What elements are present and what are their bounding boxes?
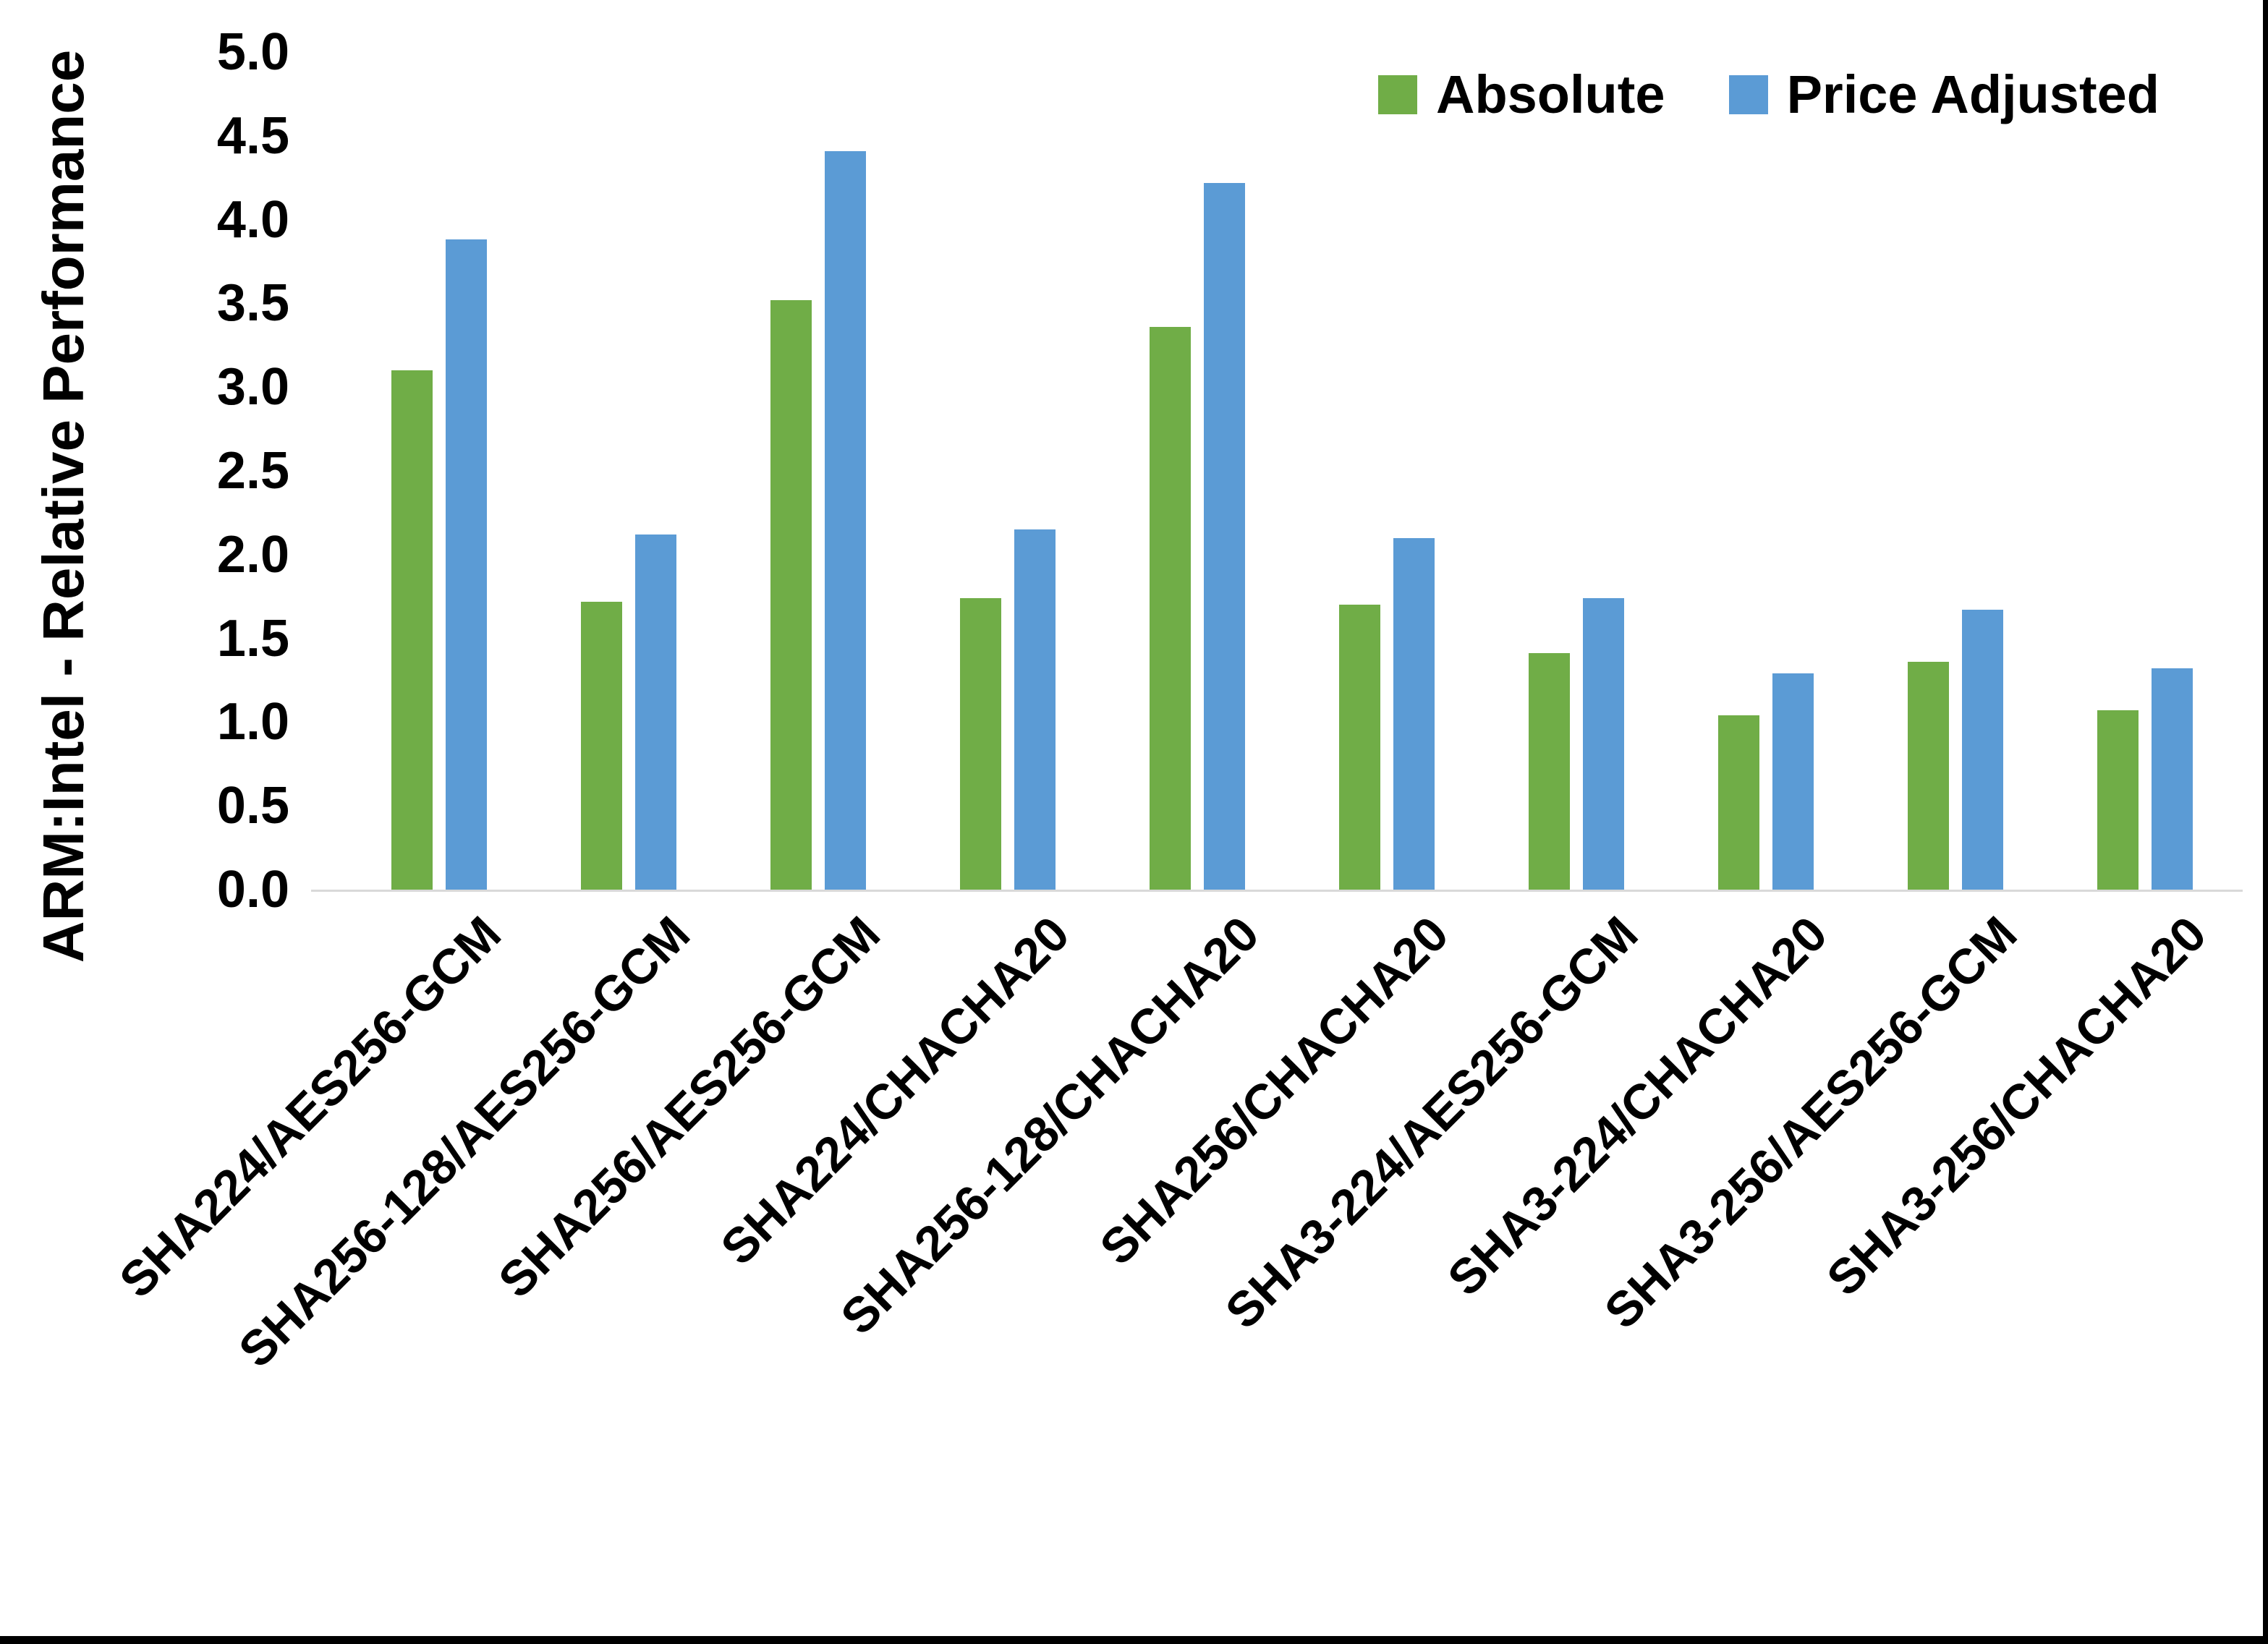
bar-group-SHA256-128/AES256-GCM: [534, 52, 723, 890]
x-label-SHA256/AES256-GCM: SHA256/AES256-GCM: [488, 906, 891, 1308]
bar-price-adjusted-SHA3-256/CHACHA20: [2152, 668, 2193, 890]
y-tick-label-4.0: 4.0: [216, 190, 289, 249]
y-tick-label-3.5: 3.5: [216, 274, 289, 333]
x-axis-line: [311, 890, 2243, 892]
y-tick-label-2.0: 2.0: [216, 525, 289, 584]
bar-absolute-SHA3-256/CHACHA20: [2097, 710, 2139, 890]
legend-label-price-adjusted: Price Adjusted: [1786, 64, 2159, 124]
x-label-SHA256/CHACHA20: SHA256/CHACHA20: [1089, 906, 1459, 1276]
bar-price-adjusted-SHA256/AES256-GCM: [825, 151, 866, 890]
bar-group-SHA3-256/CHACHA20: [2050, 52, 2240, 890]
y-tick-label-0.5: 0.5: [216, 777, 289, 835]
bar-group-SHA3-224/CHACHA20: [1671, 52, 1861, 890]
bar-absolute-SHA3-224/CHACHA20: [1718, 715, 1759, 890]
y-tick-label-1.0: 1.0: [216, 693, 289, 751]
bar-group-SHA256/AES256-GCM: [723, 52, 913, 890]
screenshot-right-border: [2263, 0, 2268, 1644]
y-tick-label-3.0: 3.0: [216, 358, 289, 417]
bar-group-SHA3-256/AES256-GCM: [1861, 52, 2050, 890]
bar-price-adjusted-SHA256/CHACHA20: [1393, 538, 1435, 890]
x-label-SHA3-256/CHACHA20: SHA3-256/CHACHA20: [1817, 906, 2217, 1307]
bar-absolute-SHA3-256/AES256-GCM: [1908, 662, 1949, 890]
bar-absolute-SHA256/CHACHA20: [1339, 605, 1380, 890]
bar-price-adjusted-SHA224/CHACHA20: [1014, 529, 1056, 890]
bar-price-adjusted-SHA256-128/AES256-GCM: [635, 534, 676, 890]
bar-absolute-SHA256/AES256-GCM: [770, 300, 812, 890]
bar-group-SHA256/CHACHA20: [1292, 52, 1482, 890]
bar-group-SHA3-224/AES256-GCM: [1482, 52, 1671, 890]
bar-price-adjusted-SHA224/AES256-GCM: [446, 239, 487, 890]
x-label-SHA224/AES256-GCM: SHA224/AES256-GCM: [109, 906, 511, 1308]
y-tick-label-0.0: 0.0: [216, 861, 289, 919]
bar-price-adjusted-SHA3-224/AES256-GCM: [1583, 598, 1624, 890]
bar-price-adjusted-SHA3-224/CHACHA20: [1772, 673, 1814, 890]
legend-swatch-price-adjusted-icon: [1728, 74, 1768, 114]
bar-absolute-SHA256-128/CHACHA20: [1150, 327, 1191, 890]
bar-group-SHA224/CHACHA20: [913, 52, 1103, 890]
y-tick-label-4.5: 4.5: [216, 106, 289, 165]
plot-area: [344, 52, 2240, 890]
bar-absolute-SHA224/CHACHA20: [960, 598, 1001, 890]
y-tick-label-1.5: 1.5: [216, 609, 289, 668]
bar-group-SHA256-128/CHACHA20: [1103, 52, 1292, 890]
bar-absolute-SHA224/AES256-GCM: [391, 370, 433, 890]
bar-price-adjusted-SHA256-128/CHACHA20: [1204, 183, 1245, 890]
y-tick-label-2.5: 2.5: [216, 442, 289, 500]
y-tick-label-5.0: 5.0: [216, 23, 289, 81]
bar-price-adjusted-SHA3-256/AES256-GCM: [1962, 610, 2003, 890]
legend-item-price-adjusted: Price Adjusted: [1728, 64, 2159, 125]
legend-item-absolute: Absolute: [1378, 64, 1665, 125]
x-label-SHA3-224/CHACHA20: SHA3-224/CHACHA20: [1437, 906, 1838, 1307]
bar-absolute-SHA3-224/AES256-GCM: [1529, 653, 1570, 890]
x-label-SHA224/CHACHA20: SHA224/CHACHA20: [710, 906, 1080, 1276]
bar-absolute-SHA256-128/AES256-GCM: [581, 602, 622, 890]
screenshot-bottom-border: [0, 1636, 2268, 1644]
legend-swatch-absolute-icon: [1378, 74, 1417, 114]
legend-label-absolute: Absolute: [1436, 64, 1665, 124]
bar-group-SHA224/AES256-GCM: [344, 52, 534, 890]
legend: Absolute Price Adjusted: [1378, 64, 2159, 125]
